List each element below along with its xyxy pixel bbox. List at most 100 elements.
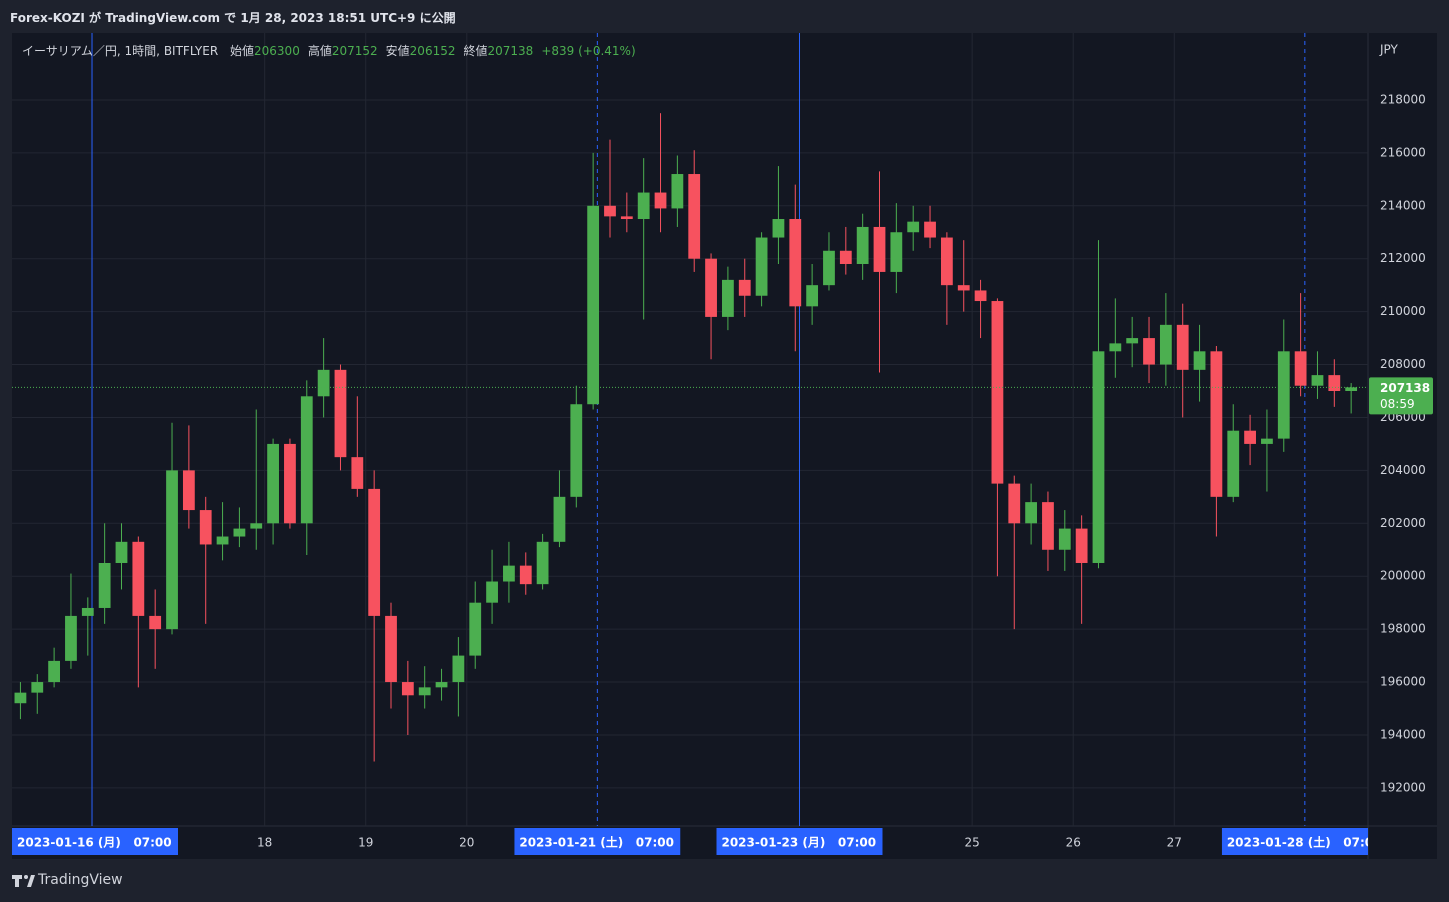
candle-body: [1126, 338, 1139, 344]
candle-body: [839, 250, 852, 264]
candle-body: [705, 258, 717, 317]
x-tick-label: 20: [459, 836, 474, 850]
y-tick-label: 216000: [1380, 145, 1426, 159]
time-badge-bg: [1221, 828, 1368, 855]
candle-body: [1143, 338, 1155, 365]
candle-body: [1008, 483, 1021, 524]
time-badge-label: 2023-01-28 (土) 07:00: [1227, 835, 1382, 850]
time-badge: 2023-01-21 (土) 07:00: [514, 828, 681, 855]
ohlc-value: 207152: [331, 44, 378, 58]
y-tick-label: 198000: [1380, 622, 1426, 636]
candle-body: [115, 541, 128, 563]
candle-body: [654, 192, 667, 209]
candle-body: [1176, 324, 1189, 370]
candle-body: [435, 682, 448, 688]
candle-body: [48, 660, 61, 683]
y-tick-label: 196000: [1380, 675, 1426, 689]
candle-body: [199, 510, 212, 545]
tv-logo: [12, 875, 35, 887]
time-badge-label: 2023-01-23 (月) 07:00: [721, 836, 876, 850]
candle-body: [132, 541, 145, 616]
y-tick-label: 200000: [1380, 569, 1426, 583]
legend: イーサリアム／円, 1時間, BITFLYER 始値206300 高値207152…: [22, 42, 644, 59]
candle-body: [1042, 502, 1054, 550]
candle-body: [789, 219, 802, 307]
x-tick-label: 18: [257, 836, 272, 850]
candle-body: [924, 221, 936, 238]
candle-body: [149, 615, 162, 630]
publish-header: Forex-KOZI が TradingView.com で 1月 28, 20…: [10, 11, 456, 25]
ohlc-label: 高値: [307, 44, 332, 58]
last-price-badge: [1369, 377, 1433, 415]
candle-body: [418, 687, 431, 696]
candle-body: [604, 205, 616, 217]
candle-body: [907, 221, 920, 233]
chart-pane: [12, 33, 1437, 859]
y-tick-label: 208000: [1380, 357, 1426, 371]
x-tick-label: 26: [1066, 836, 1081, 850]
candle-body: [1109, 343, 1122, 352]
candle-body: [401, 682, 414, 696]
candle-body: [31, 682, 44, 693]
candle-body: [553, 496, 566, 542]
y-tick-label: 194000: [1380, 727, 1426, 741]
candle-body: [1345, 387, 1358, 392]
candle-body: [469, 602, 482, 656]
ohlc-value: 207138: [487, 44, 534, 58]
time-badge-label: 2023-01-21 (土) 07:00: [519, 835, 674, 850]
ohlc-value: 206300: [254, 44, 300, 58]
candle-body: [81, 607, 94, 616]
candle-body: [974, 290, 987, 302]
candle-body: [267, 443, 279, 524]
candle-body: [334, 369, 347, 458]
candle-body: [98, 562, 111, 608]
candle-body: [1210, 351, 1223, 497]
time-badge: 2023-01-23 (月) 07:00: [716, 828, 883, 855]
candle-body: [671, 174, 684, 209]
ohlc-label: 始値: [230, 44, 255, 58]
candle-body: [940, 237, 953, 286]
candle-body: [957, 285, 970, 291]
candle-body: [722, 279, 734, 317]
candle-body: [452, 655, 465, 683]
candle-body: [1294, 351, 1307, 386]
candle-body: [587, 205, 600, 405]
candle-body: [503, 565, 515, 582]
price-axis-unit: JPY: [1379, 43, 1399, 57]
countdown-label: 08:59: [1380, 397, 1415, 411]
candle-body: [755, 237, 768, 296]
candle-body: [486, 581, 498, 603]
candle-body: [772, 219, 785, 238]
candle-body: [1025, 502, 1038, 524]
candle-body: [890, 232, 903, 272]
x-tick-label: 19: [358, 836, 373, 850]
candle-body: [991, 301, 1004, 484]
candle-body: [856, 226, 869, 264]
y-tick-label: 212000: [1380, 251, 1426, 265]
candle-body: [1058, 528, 1071, 550]
last-price-label: 207138: [1380, 381, 1430, 395]
time-badge: 2023-01-16 (月) 07:00: [12, 828, 178, 855]
time-badge-bg: [514, 828, 681, 855]
candle-body: [14, 692, 27, 704]
candle-body: [1092, 351, 1105, 563]
candle-body: [182, 470, 195, 511]
y-tick-label: 210000: [1380, 304, 1426, 318]
x-tick-label: 25: [965, 836, 980, 850]
candle-body: [1159, 324, 1172, 365]
candle-body: [620, 216, 633, 220]
change: +839 (+0.41%): [541, 44, 636, 58]
ohlc-value: 206152: [409, 44, 456, 58]
candle-body: [65, 615, 77, 661]
candle-body: [1311, 375, 1324, 386]
y-tick-label: 218000: [1380, 92, 1426, 106]
candle-body: [1328, 375, 1341, 392]
candle-body: [233, 528, 246, 537]
candle-body: [806, 285, 819, 307]
y-tick-label: 204000: [1380, 463, 1426, 477]
time-badge-bg: [12, 828, 178, 855]
candle-body: [570, 404, 583, 497]
candle-body: [1244, 430, 1256, 444]
ohlc-label: 終値: [463, 44, 488, 58]
